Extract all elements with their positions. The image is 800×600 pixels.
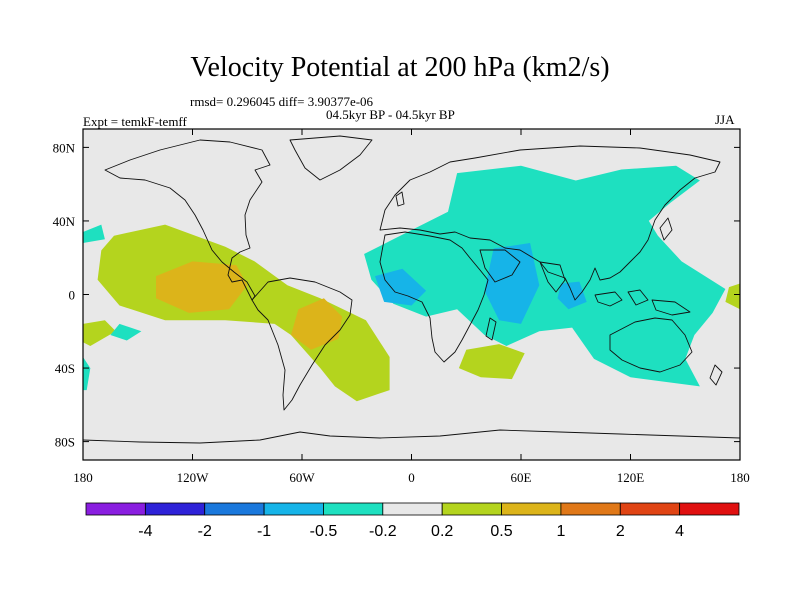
contour-region-11 [484, 243, 540, 324]
contour-region-4 [156, 261, 248, 313]
contour-region-5 [291, 298, 343, 350]
colorbar-swatch [144, 502, 206, 516]
y-tick-label: 80S [55, 435, 75, 450]
colorbar-label: 0.2 [431, 523, 453, 540]
y-tick-label: 40S [55, 361, 75, 376]
colorbar-label: -0.2 [369, 523, 397, 540]
x-tick-label: 120W [177, 470, 210, 485]
x-tick-label: 60W [289, 470, 315, 485]
y-tick-label: 0 [69, 288, 76, 303]
colorbar-label: -1 [257, 523, 271, 540]
colorbar-label: 4 [675, 523, 684, 540]
colorbar-label: -2 [198, 523, 212, 540]
colorbar-swatch [560, 502, 621, 516]
colorbar-label: 1 [556, 523, 565, 540]
contour-region-3 [725, 283, 740, 310]
colorbar-swatch [619, 502, 681, 516]
colorbar-label: 2 [616, 523, 625, 540]
x-tick-label: 180 [730, 470, 750, 485]
season-label: JJA [715, 112, 735, 127]
colorbar-swatch [323, 502, 384, 516]
colorbar: -4 -2 -1 -0.5 -0.2 0.2 0.5 1 2 4 [85, 502, 740, 540]
colorbar-swatch [85, 502, 146, 516]
axes: 180 120W 60W 0 60E 120E 180 80N 40N 0 40S 80S [53, 129, 750, 485]
contour-region-12 [557, 281, 587, 310]
experiment-label: Expt = temkF-temff [83, 114, 187, 129]
colorbar-label: -0.5 [310, 523, 338, 540]
period-annotation: 04.5kyr BP - 04.5kyr BP [326, 107, 455, 122]
x-tick-label: 120E [617, 470, 645, 485]
contour-region-6 [364, 165, 726, 387]
y-tick-label: 40N [53, 214, 76, 229]
contour-region-9 [110, 323, 142, 341]
colorbar-label: -4 [138, 523, 152, 540]
contour-region-10 [375, 268, 427, 306]
colorbar-swatch [263, 502, 324, 516]
colorbar-swatch [501, 502, 562, 516]
coastline-layer [83, 135, 740, 444]
contour-region-1 [458, 344, 525, 380]
rmsd-annotation: rmsd= 0.296045 diff= 3.90377e-06 [190, 94, 374, 109]
x-tick-label: 0 [408, 470, 415, 485]
colorbar-swatch [679, 502, 740, 516]
x-tick-label: 60E [511, 470, 532, 485]
y-tick-label: 80N [53, 140, 76, 155]
contour-fill-layer [83, 165, 740, 402]
colorbar-swatch [441, 502, 502, 516]
colorbar-swatch [382, 502, 443, 516]
colorbar-swatch [204, 502, 265, 516]
chart-title: Velocity Potential at 200 hPa (km2/s) [190, 52, 610, 83]
x-tick-label: 180 [73, 470, 93, 485]
contour-region-0 [97, 224, 390, 402]
contour-region-2 [83, 320, 116, 346]
contour-region-8 [83, 357, 91, 391]
contour-region-7 [83, 224, 105, 243]
colorbar-label: 0.5 [490, 523, 512, 540]
